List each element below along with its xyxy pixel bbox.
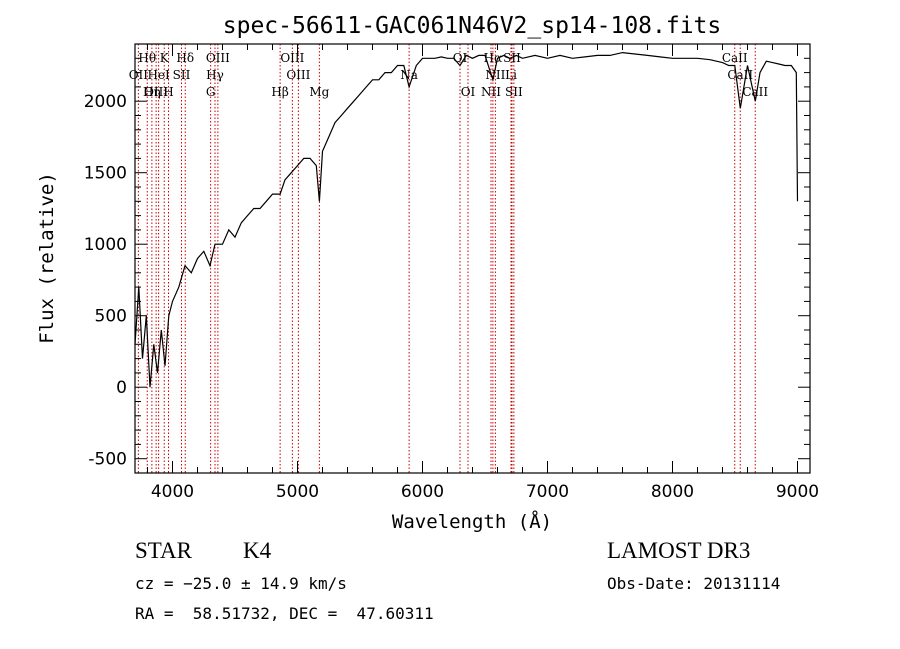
spectral-line-label: OIII: [144, 85, 168, 99]
x-tick-label: 6000: [401, 482, 444, 502]
spectral-line-label: H: [163, 85, 173, 99]
x-tick-label: 9000: [776, 482, 819, 502]
object-class: STAR: [135, 538, 192, 563]
x-axis-title: Wavelength (Å): [392, 510, 552, 533]
y-tick-label: 500: [95, 307, 127, 327]
y-tick-label: 2000: [84, 92, 127, 112]
y-tick-label: 1000: [84, 235, 127, 255]
spectral-line-label: OIII: [286, 68, 310, 82]
spectral-line-label: CaII: [742, 85, 768, 99]
spectral-line-label: Hγ: [206, 68, 224, 82]
object-subclass: K4: [243, 538, 272, 563]
spectral-line-label: CaII: [722, 51, 748, 65]
spectral-line-label: Hα: [484, 51, 503, 65]
spectral-line-label: G: [206, 85, 216, 99]
axis-tick-labels: 4000 5000 6000 7000 8000 9000 -500 0 500 1000 1500…: [84, 92, 819, 502]
coordinates: RA = 58.51732, DEC = 47.60311: [135, 604, 434, 623]
spectral-line-label: OI: [461, 85, 476, 99]
survey-name: LAMOST DR3: [607, 538, 751, 563]
y-axis-title: Flux (relative): [36, 172, 58, 344]
x-tick-label: 8000: [651, 482, 694, 502]
spectral-line-label: Hβ: [271, 85, 288, 99]
y-tick-label: 1500: [84, 164, 127, 184]
x-tick-label: 7000: [526, 482, 569, 502]
y-tick-label: -500: [88, 450, 127, 470]
spectral-line-label: NII: [481, 85, 501, 99]
spectral-line-label: Hη: [143, 85, 161, 99]
spectral-line-markers: [137, 44, 756, 473]
spectral-line-label: SII: [503, 51, 521, 65]
spectral-line-label: Hδ: [176, 51, 194, 65]
axis-ticks: [135, 44, 810, 473]
spectral-line-label: Hθ: [138, 51, 156, 65]
spectral-line-label: OIII: [206, 51, 230, 65]
x-tick-label: 4000: [151, 482, 194, 502]
redshift-velocity: cz = −25.0 ± 14.9 km/s: [135, 574, 347, 593]
spectrum-series-line: [134, 51, 799, 388]
observation-date: Obs-Date: 20131114: [607, 574, 781, 593]
spectral-line-label: SII: [505, 85, 523, 99]
spectral-line-label: Mg: [309, 85, 329, 99]
plot-frame: [134, 43, 811, 474]
spectral-line-label: HeI: [147, 68, 170, 82]
spectral-line-label: K: [160, 51, 170, 65]
x-tick-label: 5000: [276, 482, 319, 502]
spectral-line-label: OII: [129, 68, 149, 82]
spectral-line-label: OIII: [280, 51, 304, 65]
chart-title: spec-56611-GAC061N46V2_sp14-108.fits: [223, 13, 722, 39]
spectral-line-label: SII: [173, 68, 191, 82]
y-tick-label: 0: [116, 378, 127, 398]
spectral-line-label: Li: [505, 68, 517, 82]
